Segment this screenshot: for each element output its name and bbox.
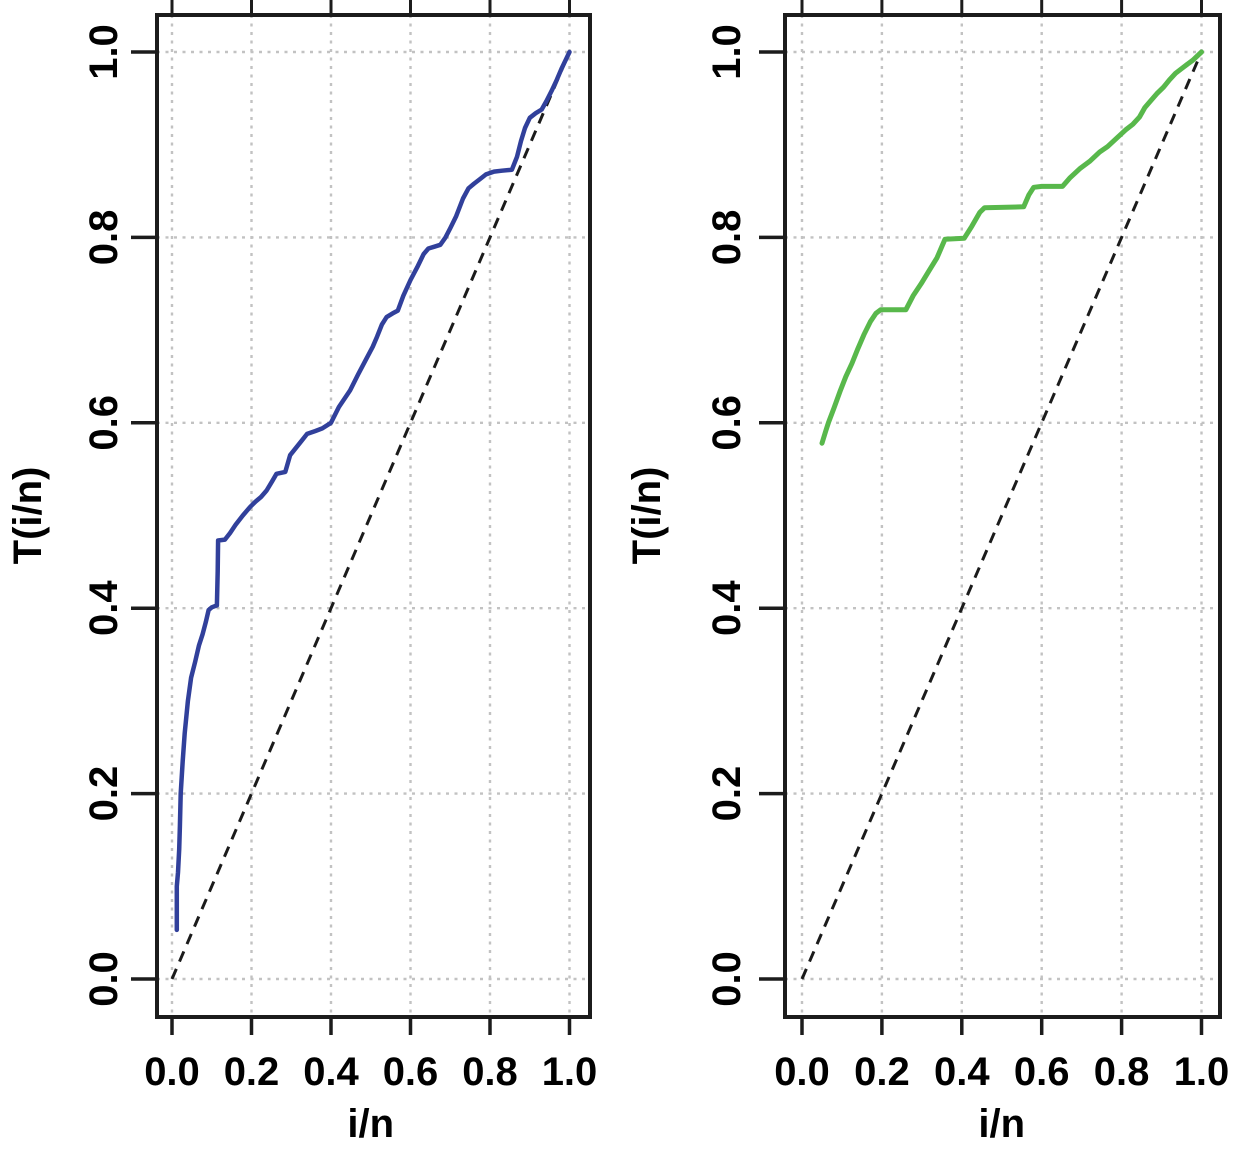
y-tick-label: 0.8 <box>82 210 126 266</box>
x-tick-label: 0.6 <box>1014 1050 1070 1094</box>
y-tick-label: 0.4 <box>705 580 749 636</box>
y-axis-label: T(i/n) <box>6 467 50 565</box>
x-tick-label: 0.0 <box>144 1050 200 1094</box>
x-axis-label: i/n <box>347 1102 394 1145</box>
x-axis-label: i/n <box>978 1102 1025 1145</box>
x-tick-label: 0.2 <box>224 1050 280 1094</box>
y-tick-label: 0.4 <box>82 580 126 636</box>
x-tick-label: 1.0 <box>1174 1050 1230 1094</box>
diagonal-reference-line <box>800 51 1203 980</box>
ttt-curve <box>819 49 1204 446</box>
y-tick-label: 0.0 <box>705 951 749 1007</box>
gridlines <box>157 15 590 1017</box>
y-tick-label: 0.6 <box>705 395 749 451</box>
y-tick-label: 0.6 <box>82 395 126 451</box>
right-ttt-plot-panel: 0.0 0.2 0.4 0.6 0.8 1.0 0.0 0.2 0.4 0.6 0.8 1.0 i/n T… <box>625 0 1230 1146</box>
x-tick-label: 0.4 <box>303 1050 359 1094</box>
y-tick-label: 0.2 <box>82 766 126 822</box>
y-axis-label: T(i/n) <box>625 467 669 565</box>
y-tick-label: 0.0 <box>82 951 126 1007</box>
axis-ticks <box>759 0 1204 1035</box>
ttt-curve <box>174 49 572 933</box>
y-tick-label: 0.8 <box>705 210 749 266</box>
x-tick-label: 0.4 <box>934 1050 990 1094</box>
left-ttt-plot-panel: 0.0 0.2 0.4 0.6 0.8 1.0 0.0 0.2 0.4 0.6 0.8 1.0 i/n T… <box>6 0 598 1146</box>
y-tick-label: 1.0 <box>82 24 126 80</box>
x-tick-label: 0.8 <box>462 1050 518 1094</box>
y-tick-label: 1.0 <box>705 24 749 80</box>
x-tick-label: 0.2 <box>854 1050 910 1094</box>
x-tick-label: 0.6 <box>383 1050 439 1094</box>
x-tick-label: 1.0 <box>542 1050 598 1094</box>
y-tick-label: 0.2 <box>705 766 749 822</box>
x-tick-label: 0.0 <box>774 1050 830 1094</box>
x-tick-label: 0.8 <box>1094 1050 1150 1094</box>
plot-box <box>783 13 1222 1019</box>
diagonal-reference-line <box>170 51 571 980</box>
plot-box <box>155 13 592 1019</box>
axis-ticks <box>131 0 572 1035</box>
gridlines <box>785 15 1220 1017</box>
